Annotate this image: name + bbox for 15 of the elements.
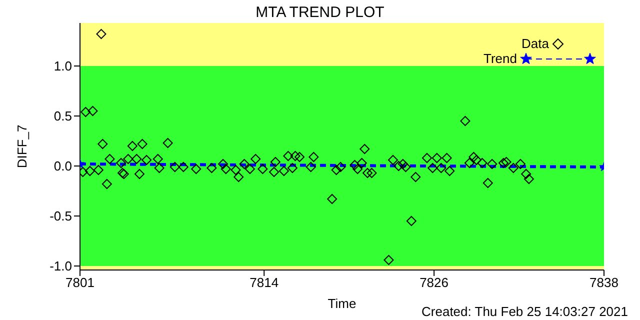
x-tick-label: 7838	[590, 275, 618, 290]
legend-label: Trend	[484, 51, 517, 66]
y-tick-label: 0.0	[54, 158, 72, 174]
y-tick-label: -1.0	[50, 258, 72, 274]
y-tick-label: 1.0	[54, 58, 72, 74]
x-axis-title: Time	[328, 296, 356, 311]
y-tick-label: 0.5	[54, 108, 72, 124]
x-tick-label: 7801	[66, 275, 94, 290]
text: Created: Thu Feb 25 14:03:27 2021	[422, 304, 628, 319]
y-axis-title: DIFF_7	[14, 124, 30, 168]
legend-label: Data	[522, 36, 549, 51]
x-tick-label: 7826	[420, 275, 449, 290]
chart-title: MTA TREND PLOT	[254, 4, 386, 21]
x-tick-label: 7814	[250, 275, 279, 290]
y-tick-label: -0.5	[50, 208, 72, 224]
